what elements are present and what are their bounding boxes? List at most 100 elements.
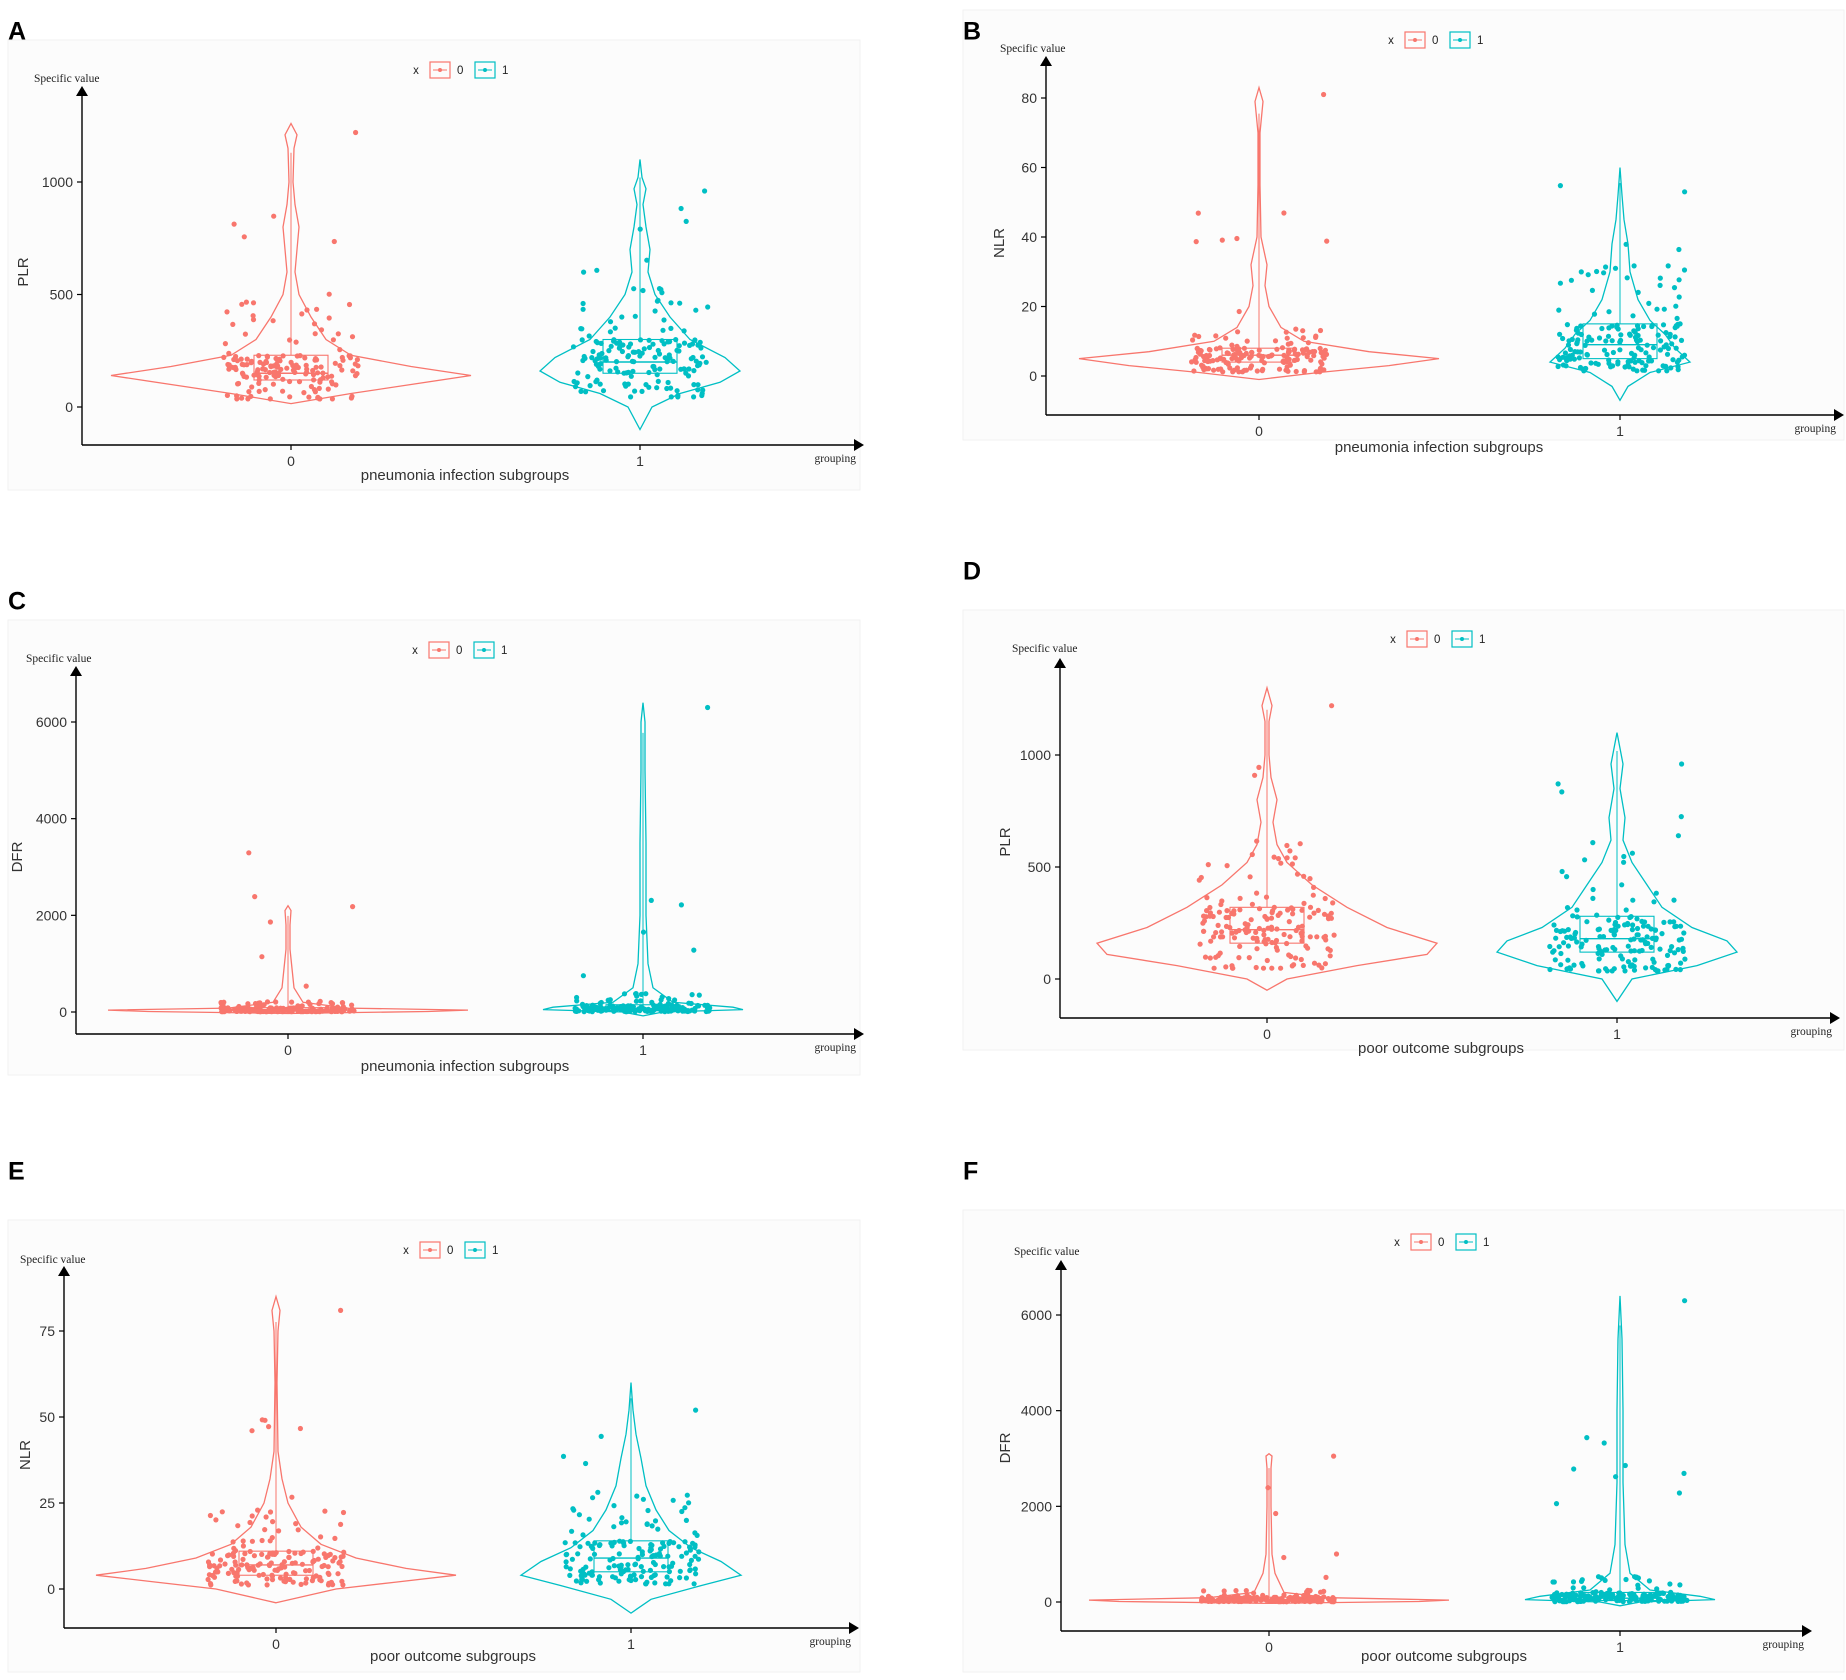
group-1 [538,159,742,431]
data-point [1555,781,1561,787]
legend-entry-label: 1 [1477,35,1483,47]
data-point [645,1507,651,1514]
legend-key-dot [437,648,441,652]
data-point [650,1553,656,1559]
data-point [1303,346,1309,353]
data-point [578,1568,584,1574]
data-point [264,1554,271,1560]
panel-a: A Specific value grouping 0 500 1000 PLR 0 1 pneu… [7,18,864,491]
y-axis-arrow-icon [58,1266,70,1276]
data-point [1564,966,1570,972]
legend-entry-label: 1 [1479,634,1485,646]
data-point [1584,1435,1590,1441]
data-point [280,353,286,359]
data-point [1301,873,1307,879]
data-point [1571,1466,1577,1472]
data-point [325,1582,332,1588]
data-point [686,366,692,372]
data-point [1235,329,1241,335]
data-point [1646,300,1652,306]
data-point [232,364,238,370]
data-point [1233,929,1239,935]
x-arrow-label: grouping [1762,1639,1804,1651]
data-point [597,1542,603,1548]
data-point [1261,360,1267,366]
data-point [1323,1574,1329,1580]
data-point [1564,322,1570,328]
data-point [1610,349,1616,356]
data-point [1272,338,1279,344]
group-0 [1078,85,1440,381]
data-point [567,1566,573,1572]
data-point [1310,892,1316,898]
data-point [263,359,270,366]
data-point [1299,938,1305,944]
data-point [283,1571,289,1577]
data-point [1270,908,1276,914]
data-point [1635,932,1641,938]
data-point [303,1576,309,1582]
data-point [638,998,644,1004]
data-point [652,1580,658,1586]
data-point [235,381,241,387]
data-point [245,396,251,402]
data-point [1256,764,1262,771]
data-point [1268,915,1275,921]
data-point [1657,282,1663,288]
data-point [355,363,361,369]
data-point [639,1551,646,1558]
y-tick-label: 4000 [1021,1403,1052,1419]
data-point [1229,342,1235,348]
data-point [638,1564,644,1570]
data-point [655,347,661,354]
data-point [693,1407,699,1413]
y-tick-label: 0 [65,399,73,415]
data-point [628,394,634,400]
data-point [1292,855,1298,861]
data-point [1231,911,1237,917]
data-point [1274,346,1280,352]
data-point [1590,886,1596,893]
data-point [1217,934,1224,940]
data-point [241,234,247,240]
legend-key-0 [1410,1233,1432,1251]
data-point [1585,272,1591,278]
data-point [570,1506,576,1512]
data-point [1229,930,1235,936]
data-point [332,1555,338,1561]
data-point [563,1552,569,1558]
data-point [249,1513,255,1519]
data-point [226,350,232,356]
data-point [303,362,309,368]
data-point [1648,358,1655,364]
data-point [306,394,312,400]
data-point [1290,911,1296,917]
data-point [1281,1554,1287,1561]
data-point [1576,355,1582,361]
data-point [678,902,685,908]
data-point [1621,853,1627,860]
data-point [1318,359,1324,365]
data-point [1678,960,1684,966]
data-point [1550,949,1556,955]
data-point [1305,945,1311,951]
data-point [287,394,293,400]
data-point [1593,360,1599,366]
legend-key-0 [1406,630,1428,648]
violin-outline [519,1382,743,1614]
legend: x 0 1 [1388,31,1483,49]
data-point [1658,338,1664,344]
data-point [1223,914,1229,921]
legend-entry-label: 1 [502,65,508,77]
data-point [1630,897,1636,903]
data-point [294,353,300,359]
data-point [259,1417,265,1423]
data-point [1556,307,1562,313]
data-point [679,1553,685,1559]
data-point [691,947,697,953]
data-point [1570,913,1576,919]
data-point [677,1575,683,1581]
data-point [306,1567,312,1574]
data-point [1321,355,1327,361]
data-point [239,301,245,307]
